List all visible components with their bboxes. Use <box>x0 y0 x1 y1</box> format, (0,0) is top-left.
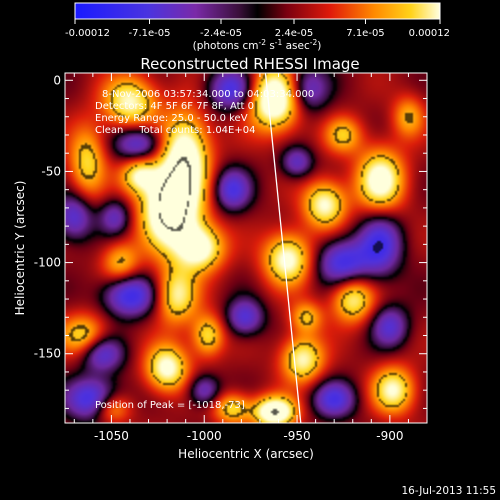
x-tick-label: -900 <box>376 429 403 443</box>
colorbar-tick-label: 2.4e-05 <box>275 28 313 39</box>
colorbar: -0.00012 -7.1e-05 -2.4e-05 2.4e-05 7.1e-05 0.… <box>65 2 450 52</box>
y-axis-label: Heliocentric Y (arcsec) <box>13 181 27 316</box>
colorbar-tick-label: 7.1e-05 <box>346 28 384 39</box>
annotation-energy: Energy Range: 25.0 - 50.0 keV <box>95 113 248 124</box>
plot-frame <box>64 72 428 424</box>
x-tick-label: -1000 <box>187 429 222 443</box>
x-axis-label: Heliocentric X (arcsec) <box>178 447 314 461</box>
colorbar-ticks: -0.00012 -7.1e-05 -2.4e-05 2.4e-05 7.1e-05 0.… <box>65 19 450 39</box>
colorbar-tick-label: -2.4e-05 <box>200 28 242 39</box>
chart-title: Reconstructed RHESSI Image <box>140 55 359 73</box>
annotation-time: 8-Nov-2006 03:57:34.000 to 04:03:34.000 <box>102 89 314 100</box>
solar-limb-line <box>264 73 302 423</box>
x-tick-label: -1050 <box>94 429 129 443</box>
annotation-clean: Clean Total counts: 1.04E+04 <box>95 125 255 136</box>
colorbar-tick-label: 0.00012 <box>409 28 450 39</box>
annotation-block: 8-Nov-2006 03:57:34.000 to 04:03:34.000 … <box>95 89 314 136</box>
y-tick-label: 0 <box>53 73 61 87</box>
colorbar-tick-label: -0.00012 <box>65 28 110 39</box>
axis-ticks: -1050 -1000 -950 -900 0 -50 -100 -150 <box>34 73 428 443</box>
heatmap-image <box>65 73 427 423</box>
x-tick-label: -950 <box>283 429 310 443</box>
y-tick-label: -100 <box>34 256 61 270</box>
footer-timestamp: 16-Jul-2013 11:55 <box>401 485 496 497</box>
colorbar-gradient <box>74 2 441 20</box>
y-tick-label: -50 <box>41 164 61 178</box>
plot-area: -1050 -1000 -950 -900 0 -50 -100 -150 8-Nov-200… <box>34 72 428 443</box>
colorbar-tick-label: -7.1e-05 <box>129 28 171 39</box>
peak-position-label: Position of Peak = [-1018,-73] <box>95 400 245 411</box>
y-tick-label: -150 <box>34 347 61 361</box>
colorbar-unit-label: (photons cm-2 s-1 asec-2) <box>193 38 322 52</box>
annotation-detectors: Detectors: 4F 5F 6F 7F 8F, Att 0 <box>95 101 254 112</box>
